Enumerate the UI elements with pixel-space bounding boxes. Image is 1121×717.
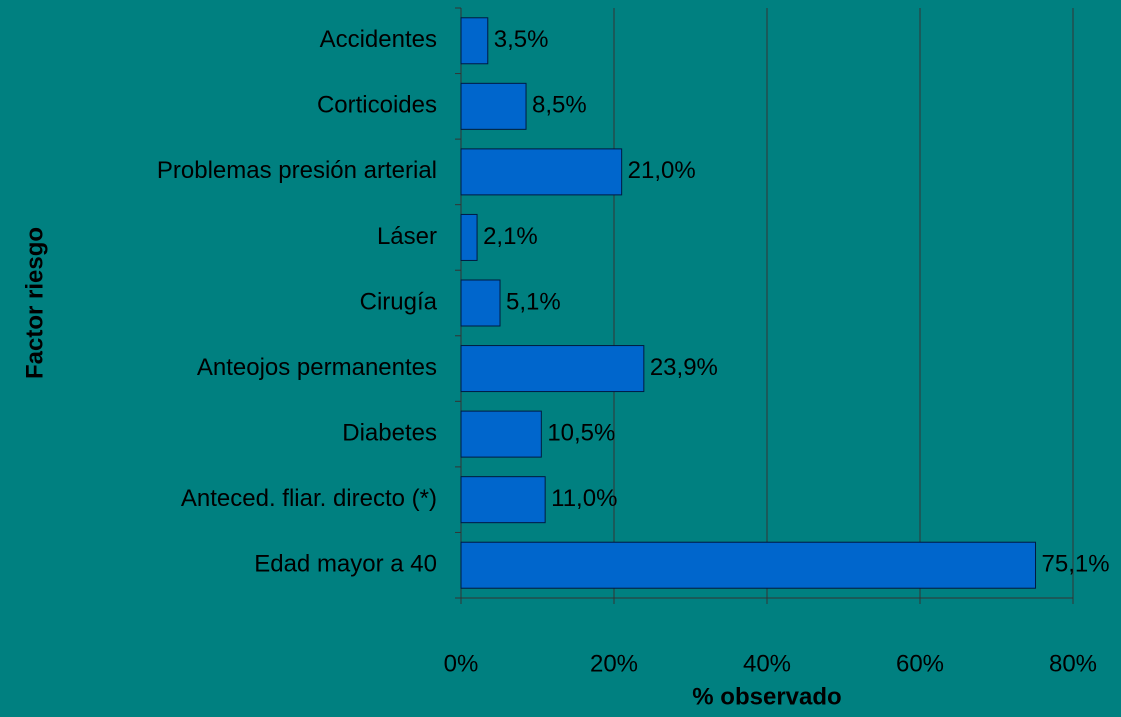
- bar: [460, 345, 645, 393]
- data-label: 3,5%: [494, 26, 549, 53]
- y-tick-label: Cirugía: [360, 288, 438, 315]
- x-tick-label: 40%: [743, 650, 791, 677]
- data-label: 11,0%: [551, 485, 617, 512]
- bar: [460, 213, 478, 261]
- data-label: 10,5%: [547, 419, 615, 446]
- data-label: 8,5%: [532, 92, 587, 119]
- bar: [460, 476, 546, 524]
- y-tick-label: Accidentes: [320, 26, 437, 53]
- data-label: 21,0%: [628, 157, 696, 184]
- x-axis-label: % observado: [692, 683, 841, 710]
- y-axis-label: Factor riesgo: [21, 227, 48, 379]
- data-label: 2,1%: [483, 223, 538, 250]
- x-tick-label: 60%: [896, 650, 944, 677]
- y-tick-label: Anteojos permanentes: [197, 354, 437, 381]
- y-tick-label: Diabetes: [342, 419, 437, 446]
- bar: [460, 148, 623, 196]
- bar: [460, 541, 1037, 589]
- bar: [460, 410, 542, 458]
- y-tick-label: Corticoides: [317, 92, 437, 119]
- x-tick-label: 80%: [1049, 650, 1097, 677]
- data-label: 23,9%: [650, 354, 718, 381]
- y-tick-label: Edad mayor a 40: [254, 551, 437, 578]
- bar: [460, 82, 527, 130]
- bar: [460, 279, 501, 327]
- y-tick-label: Anteced. fliar. directo (*): [181, 485, 437, 512]
- data-label: 5,1%: [506, 288, 561, 315]
- y-tick-label: Láser: [377, 223, 437, 250]
- bar: [460, 17, 489, 65]
- y-tick-label: Problemas presión arterial: [157, 157, 437, 184]
- x-tick-label: 0%: [444, 650, 479, 677]
- x-tick-label: 20%: [590, 650, 638, 677]
- data-label: 75,1%: [1042, 551, 1110, 578]
